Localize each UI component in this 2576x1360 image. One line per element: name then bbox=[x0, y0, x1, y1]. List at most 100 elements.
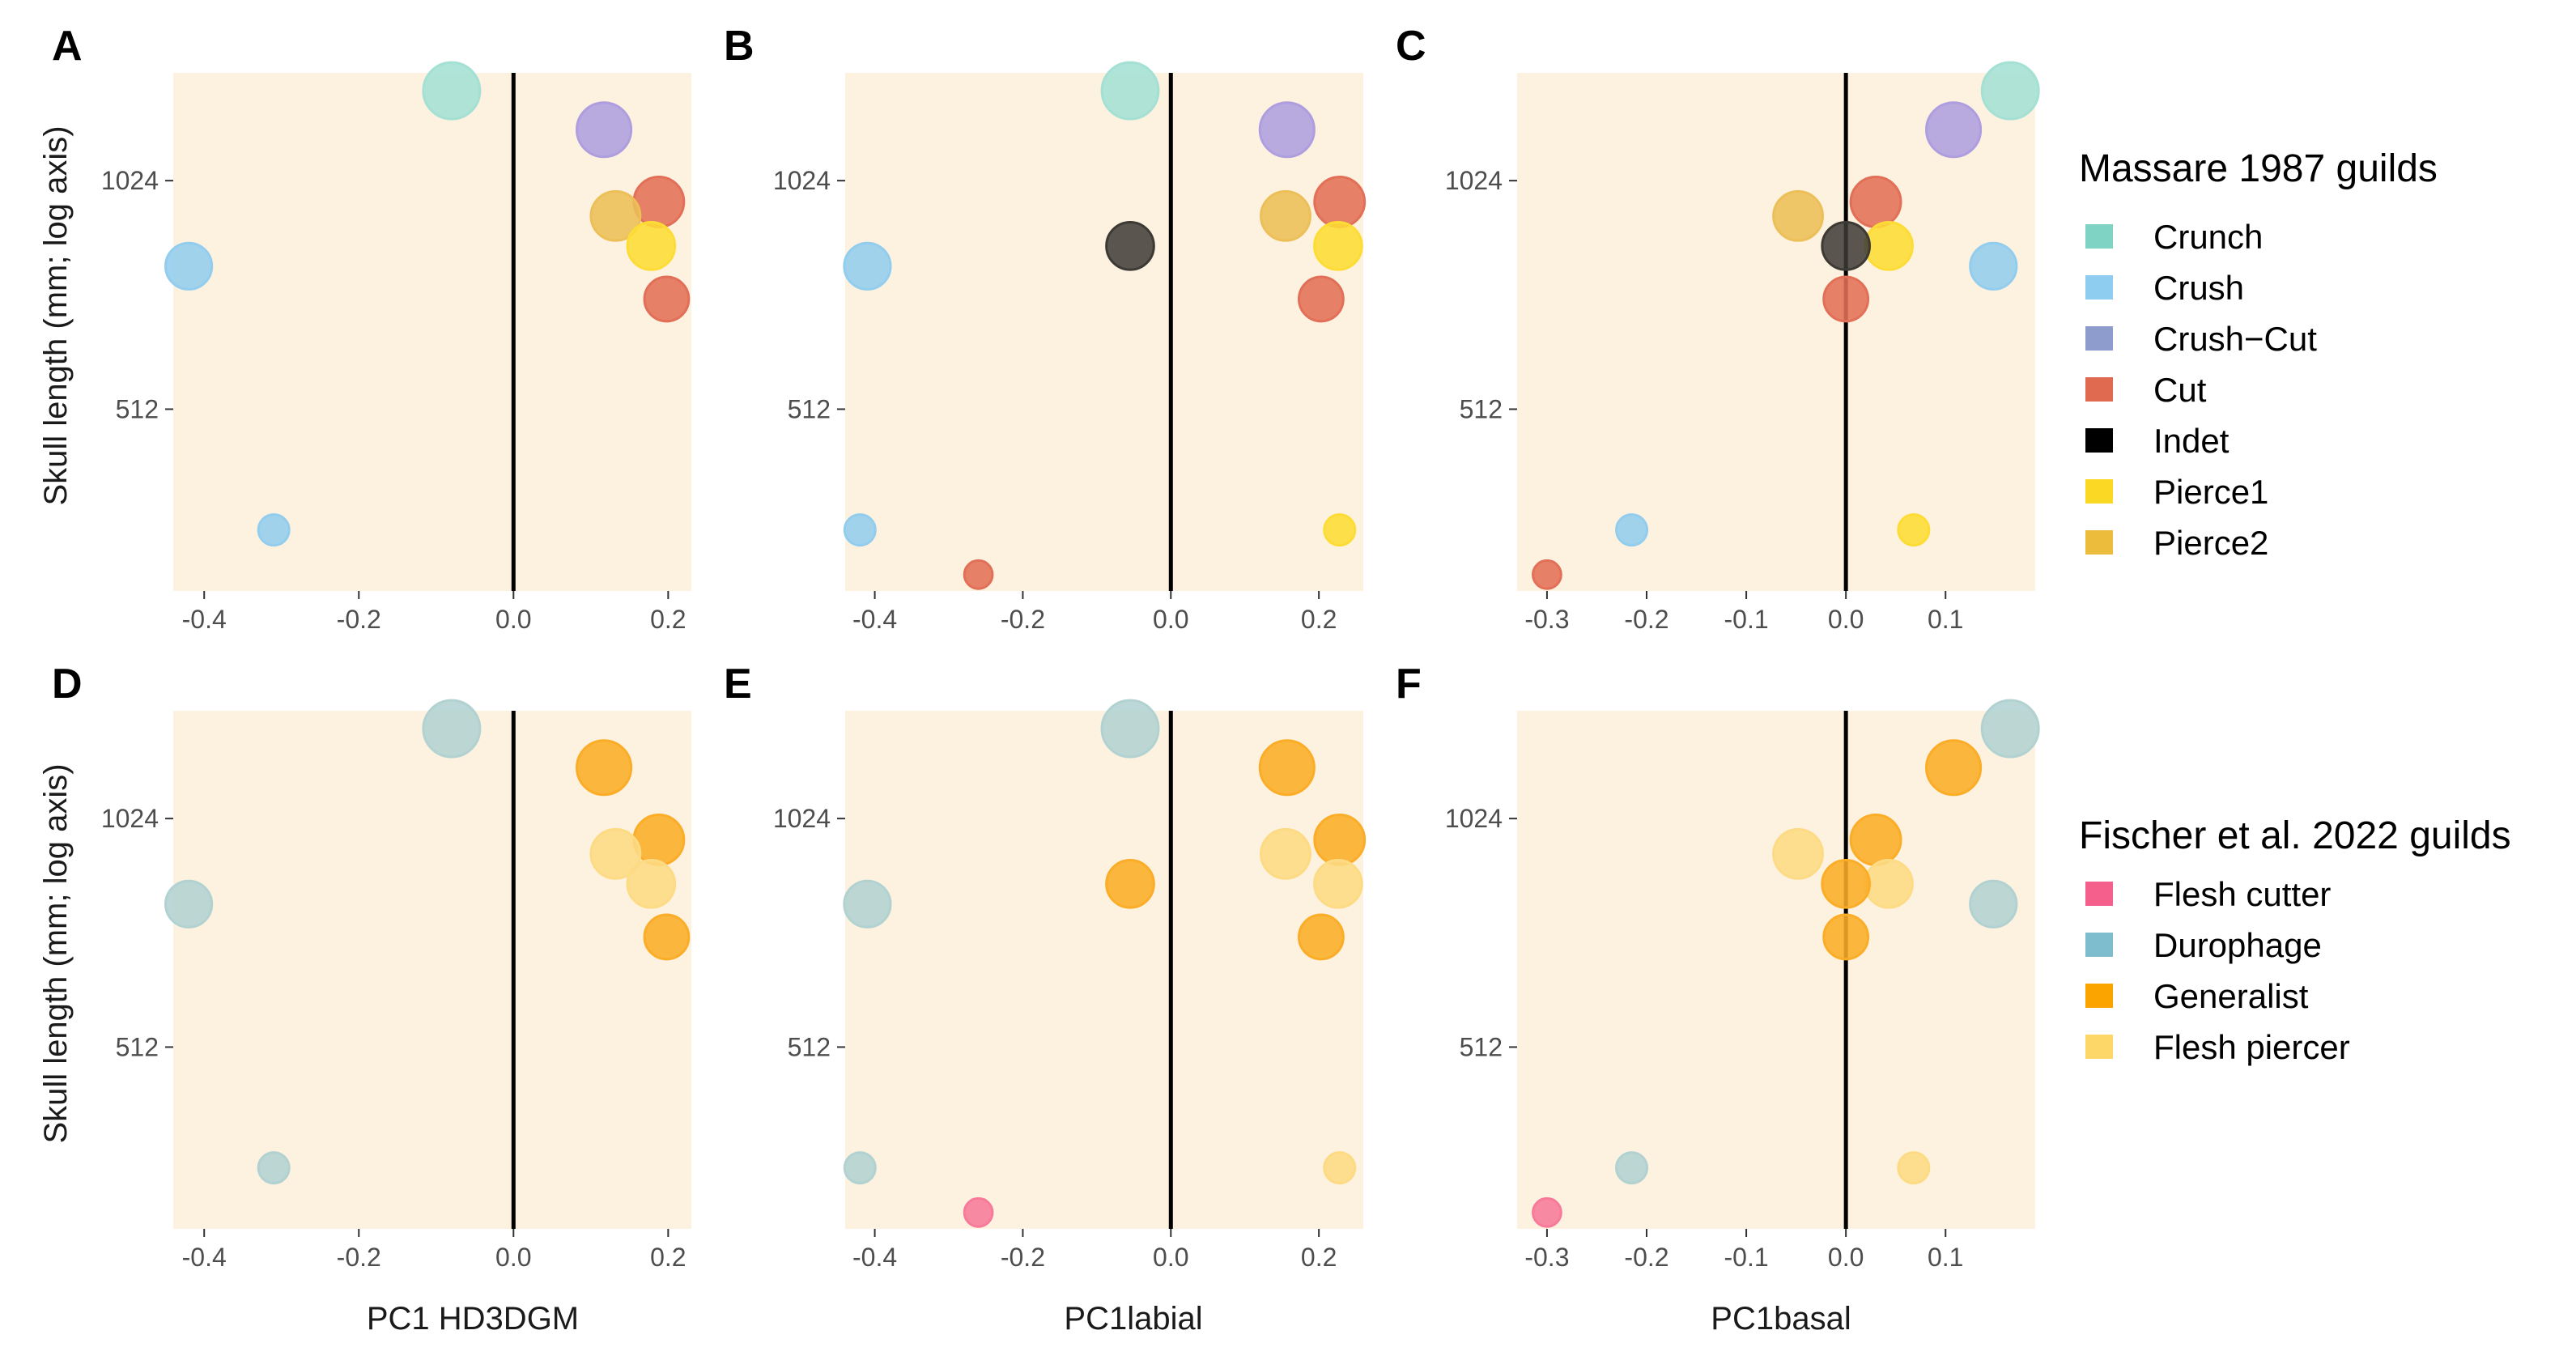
legend-label: Cut bbox=[2153, 371, 2207, 409]
y-tick-label: 512 bbox=[1460, 1032, 1503, 1061]
y-tick-label: 512 bbox=[788, 394, 831, 423]
legend-swatch bbox=[2085, 882, 2113, 906]
x-tick-label: -0.2 bbox=[337, 1243, 381, 1272]
panel-background bbox=[1517, 711, 2035, 1229]
x-tick-label: 0.0 bbox=[1828, 605, 1864, 634]
data-point-generalist bbox=[632, 814, 686, 866]
x-tick-label: -0.1 bbox=[1724, 1243, 1769, 1272]
legend-label: Durophage bbox=[2153, 926, 2322, 964]
data-point-durophage bbox=[843, 879, 892, 929]
data-point-indet bbox=[1821, 220, 1871, 271]
data-point-flesh-piercer bbox=[626, 858, 677, 909]
data-point-pierce1 bbox=[1313, 220, 1363, 271]
panel-background bbox=[173, 73, 691, 591]
data-point-pierce2 bbox=[1260, 189, 1311, 242]
legend-swatch bbox=[2085, 224, 2113, 249]
x-axis-title-hd3dgm: PC1 HD3DGM bbox=[367, 1301, 579, 1337]
y-tick-label: 1024 bbox=[773, 804, 831, 833]
y-tick-label: 1024 bbox=[1445, 804, 1503, 833]
data-point-generalist bbox=[576, 739, 633, 797]
panel-background bbox=[1517, 73, 2035, 591]
legend-label: Crush bbox=[2153, 269, 2244, 307]
data-point-cut bbox=[1313, 176, 1367, 228]
legend-label: Pierce2 bbox=[2153, 524, 2268, 562]
data-point-generalist bbox=[1105, 858, 1155, 909]
legend-label: Flesh piercer bbox=[2153, 1028, 2350, 1066]
x-tick-label: 0.2 bbox=[650, 1243, 686, 1272]
panel-background bbox=[173, 711, 691, 1229]
x-tick-label: 0.0 bbox=[495, 1243, 531, 1272]
legend-swatch bbox=[2085, 326, 2113, 351]
panel-a: A -0.4 -0.2 0.0 0.2 512 1024 bbox=[52, 23, 691, 634]
data-point-crush-cut bbox=[1925, 101, 1983, 159]
legend-fischer-title: Fischer et al. 2022 guilds bbox=[2079, 814, 2511, 857]
data-point-pierce1 bbox=[1323, 513, 1357, 547]
data-point-crush bbox=[843, 241, 892, 291]
x-axis-title-basal: PC1basal bbox=[1711, 1301, 1851, 1337]
y-axis-title-top: Skull length (mm; log axis) bbox=[38, 125, 74, 505]
y-tick-label: 512 bbox=[1460, 394, 1503, 423]
panel-letter: D bbox=[52, 661, 83, 708]
panel-e: E -0.4 -0.2 0.0 0.2 512 1024 bbox=[724, 661, 1367, 1272]
legend-swatch bbox=[2085, 1035, 2113, 1059]
legend-fischer: Fischer et al. 2022 guilds Flesh cutter D… bbox=[2079, 814, 2511, 1066]
data-point-flesh-piercer bbox=[1897, 1151, 1931, 1185]
x-tick-label: -0.2 bbox=[1001, 605, 1045, 634]
data-point-pierce1 bbox=[626, 220, 677, 271]
x-tick-label: -0.2 bbox=[1624, 605, 1668, 634]
data-point-generalist bbox=[1297, 913, 1345, 961]
data-point-flesh-piercer bbox=[1260, 827, 1311, 880]
data-point-pierce1 bbox=[1864, 220, 1914, 271]
legend-label: Indet bbox=[2153, 422, 2230, 460]
data-point-generalist bbox=[643, 913, 691, 961]
data-point-durophage bbox=[257, 1151, 291, 1185]
data-point-crush-cut bbox=[1258, 101, 1316, 159]
data-point-flesh-cutter bbox=[1532, 1196, 1562, 1228]
data-point-cut bbox=[643, 275, 691, 323]
panel-letter: E bbox=[724, 661, 752, 708]
panel-letter: F bbox=[1396, 661, 1422, 708]
x-tick-label: -0.1 bbox=[1724, 605, 1769, 634]
data-point-generalist bbox=[1313, 814, 1367, 866]
panel-background bbox=[845, 73, 1363, 591]
panel-letter: C bbox=[1396, 23, 1426, 70]
data-point-flesh-cutter bbox=[963, 1196, 994, 1228]
x-axis-title-labial: PC1labial bbox=[1064, 1301, 1202, 1337]
legend-massare: Massare 1987 guilds Crunch Crush Crush−Cut… bbox=[2079, 147, 2438, 562]
data-point-flesh-piercer bbox=[1772, 827, 1824, 880]
data-point-pierce2 bbox=[589, 189, 642, 242]
legend-swatch bbox=[2085, 933, 2113, 957]
data-point-generalist bbox=[1258, 739, 1316, 797]
y-axis-title-bottom: Skull length (mm; log axis) bbox=[38, 763, 74, 1143]
data-point-durophage bbox=[1615, 1151, 1649, 1185]
data-point-crush-cut bbox=[576, 101, 633, 159]
y-tick-label: 512 bbox=[116, 1032, 159, 1061]
data-point-generalist bbox=[1821, 858, 1871, 909]
x-tick-label: 0.1 bbox=[1928, 605, 1963, 634]
panel-d: D -0.4 -0.2 0.0 0.2 512 1024 bbox=[52, 661, 691, 1272]
data-point-crunch bbox=[422, 61, 482, 121]
data-point-crunch bbox=[1980, 61, 2040, 121]
x-tick-label: -0.2 bbox=[1624, 1243, 1668, 1272]
x-tick-label: -0.2 bbox=[337, 605, 381, 634]
data-point-cut bbox=[1297, 275, 1345, 323]
legend-massare-title: Massare 1987 guilds bbox=[2079, 147, 2438, 190]
panel-letter: A bbox=[52, 23, 83, 70]
x-tick-label: 0.0 bbox=[1153, 1243, 1188, 1272]
data-point-durophage bbox=[843, 1151, 877, 1185]
panel-letter: B bbox=[724, 23, 755, 70]
y-tick-label: 1024 bbox=[101, 804, 159, 833]
data-point-indet bbox=[1105, 220, 1155, 271]
data-point-pierce2 bbox=[1772, 189, 1824, 242]
data-point-generalist bbox=[1822, 913, 1870, 961]
x-tick-label: -0.3 bbox=[1524, 1243, 1569, 1272]
legend-label: Crunch bbox=[2153, 218, 2263, 256]
x-tick-label: -0.4 bbox=[852, 1243, 897, 1272]
y-tick-label: 512 bbox=[788, 1032, 831, 1061]
x-tick-label: 0.2 bbox=[1301, 605, 1337, 634]
legend-swatch bbox=[2085, 530, 2113, 555]
y-tick-label: 1024 bbox=[101, 166, 159, 195]
data-point-crush bbox=[164, 241, 214, 291]
x-tick-label: -0.4 bbox=[182, 1243, 227, 1272]
y-tick-label: 1024 bbox=[1445, 166, 1503, 195]
